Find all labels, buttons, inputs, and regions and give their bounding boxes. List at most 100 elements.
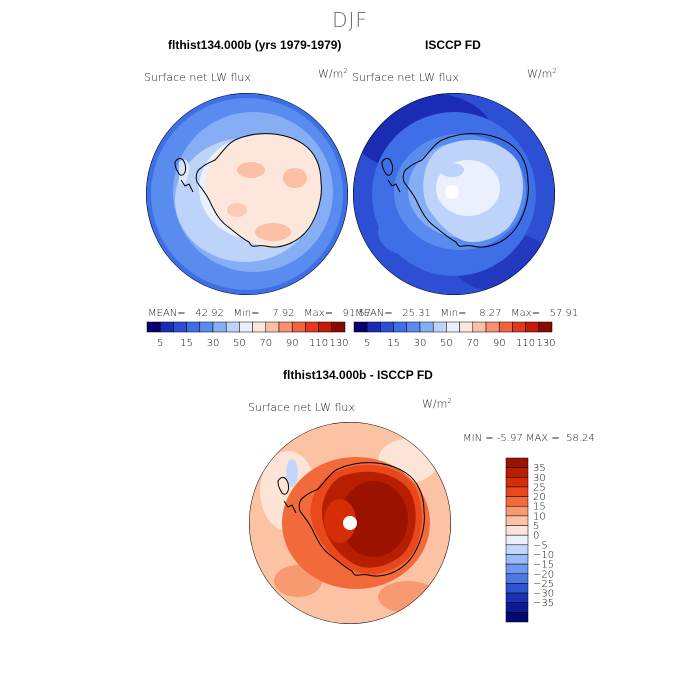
right-panel-title: ISCCP FD <box>425 38 481 52</box>
left-mean-value: 42.92 <box>195 308 224 319</box>
diff-colorbar-label: 5 <box>533 521 539 532</box>
right-colorbar-swatch <box>380 321 394 333</box>
diff-colorbar-swatch <box>505 525 529 536</box>
right-colorbar-swatch <box>446 321 460 333</box>
diff-colorbar-swatch <box>505 592 529 603</box>
left-units: W/m2 <box>318 67 348 81</box>
right-colorbar-swatch <box>406 321 421 333</box>
left-colorbar-swatch <box>212 321 227 333</box>
diff-colorbar-swatch <box>505 612 529 623</box>
diff-colorbar-label: 30 <box>533 473 546 484</box>
left-colorbar-label: 110 <box>309 338 328 349</box>
diff-colorbar-swatch <box>505 563 529 575</box>
left-colorbar-swatch <box>146 321 161 333</box>
right-colorbar-swatch <box>393 321 408 333</box>
diff-colorbar-label: −10 <box>533 550 554 561</box>
right-colorbar-label: 50 <box>440 338 453 349</box>
right-colorbar-swatch <box>459 321 474 333</box>
right-colorbar-label: 90 <box>493 338 506 349</box>
left-min-label: Min= <box>233 308 260 319</box>
right-colorbar-swatch <box>525 321 540 333</box>
diff-variable-label: Surface net LW flux <box>248 401 355 414</box>
diff-colorbar-label: −25 <box>533 579 554 590</box>
left-mean-label: MEAN= <box>148 308 186 319</box>
right-mean-label: MEAN= <box>355 308 393 319</box>
left-colorbar-swatch <box>159 321 174 333</box>
right-min-value: 8.27 <box>479 308 502 319</box>
left-panel-title: flthist134.000b (yrs 1979-1979) <box>168 38 342 52</box>
diff-colorbar-swatch <box>505 544 529 555</box>
right-colorbar-swatch <box>538 321 553 333</box>
diff-colorbar-label: −30 <box>533 589 554 600</box>
right-colorbar-label: 70 <box>466 338 479 349</box>
left-min-value: 7.92 <box>272 308 295 319</box>
left-max-value: 91.57 <box>342 308 372 319</box>
right-max-label: Max= <box>511 308 541 319</box>
diff-colorbar-label: −5 <box>533 540 548 551</box>
right-stats: MEAN= 25.31 Min= 8.27 Max= 57.91 <box>355 308 578 319</box>
right-colorbar-swatch <box>512 321 526 333</box>
diff-colorbar-label: −15 <box>533 560 554 571</box>
left-colorbar-label: 50 <box>233 338 246 349</box>
right-min-label: Min= <box>440 308 467 319</box>
left-polar-map <box>146 93 348 295</box>
right-colorbar-swatch <box>485 321 500 333</box>
diff-colorbar-swatch <box>505 534 529 546</box>
right-max-value: 57.91 <box>549 308 579 319</box>
diff-polar-map <box>249 422 451 624</box>
diff-colorbar-label: 10 <box>533 511 546 522</box>
right-colorbar-swatch <box>498 321 513 333</box>
diff-colorbar-label: −35 <box>533 598 554 609</box>
left-colorbar-label: 130 <box>329 338 348 349</box>
right-colorbar-swatch <box>432 321 447 333</box>
left-colorbar-label: 30 <box>207 338 220 349</box>
diff-colorbar-swatch <box>505 496 529 507</box>
diff-units: W/m2 <box>422 397 452 411</box>
diff-colorbar-swatch <box>505 486 529 497</box>
diff-colorbar-swatch <box>505 477 529 488</box>
diff-colorbar-swatch <box>505 602 529 613</box>
diff-min-label: MIN = <box>463 433 494 444</box>
left-colorbar-label: 15 <box>180 338 193 349</box>
left-colorbar-swatch <box>252 321 267 333</box>
left-colorbar-swatch <box>305 321 319 333</box>
season-title: DJF <box>332 8 368 32</box>
left-variable-label: Surface net LW flux <box>144 71 251 84</box>
left-colorbar-swatch <box>239 321 253 333</box>
right-colorbar-swatch <box>472 321 487 333</box>
left-colorbar-swatch <box>318 321 333 333</box>
left-colorbar-swatch <box>186 321 201 333</box>
right-variable-label: Surface net LW flux <box>352 71 459 84</box>
diff-colorbar-label: 25 <box>533 482 546 493</box>
diff-colorbar-swatch <box>505 457 529 468</box>
right-colorbar-swatch <box>419 321 434 333</box>
right-colorbar-swatch <box>366 321 381 333</box>
left-colorbar-swatch <box>331 321 346 333</box>
left-colorbar-swatch <box>173 321 187 333</box>
left-colorbar-swatch <box>265 321 280 333</box>
right-colorbar: 5 15 30 50 70 90 110 130 <box>353 321 556 349</box>
left-max-label: Max= <box>304 308 334 319</box>
diff-max-value: 58.24 <box>566 433 595 444</box>
right-colorbar-label: 30 <box>414 338 427 349</box>
diff-stats: MIN = -5.97 MAX = 58.24 <box>463 433 595 444</box>
right-polar-map <box>353 93 555 295</box>
diff-colorbar-label: 15 <box>533 502 546 513</box>
left-colorbar-label: 5 <box>157 338 163 349</box>
right-colorbar-swatch <box>353 321 368 333</box>
diff-colorbar-swatch <box>505 583 529 594</box>
left-colorbar-label: 90 <box>286 338 299 349</box>
diff-colorbar-label: −20 <box>533 569 554 580</box>
right-colorbar-label: 5 <box>364 338 370 349</box>
diff-colorbar-label: 35 <box>533 463 546 474</box>
diff-colorbar-swatch <box>505 554 529 565</box>
diff-colorbar-swatch <box>505 505 529 517</box>
diff-colorbar-swatch <box>505 515 529 526</box>
right-units: W/m2 <box>527 67 557 81</box>
left-colorbar: 5 15 30 50 70 90 110 130 <box>146 321 349 349</box>
diff-colorbar-label: 0 <box>533 531 539 542</box>
right-colorbar-label: 110 <box>516 338 535 349</box>
left-colorbar-swatch <box>199 321 214 333</box>
diff-colorbar-swatch <box>505 467 529 478</box>
